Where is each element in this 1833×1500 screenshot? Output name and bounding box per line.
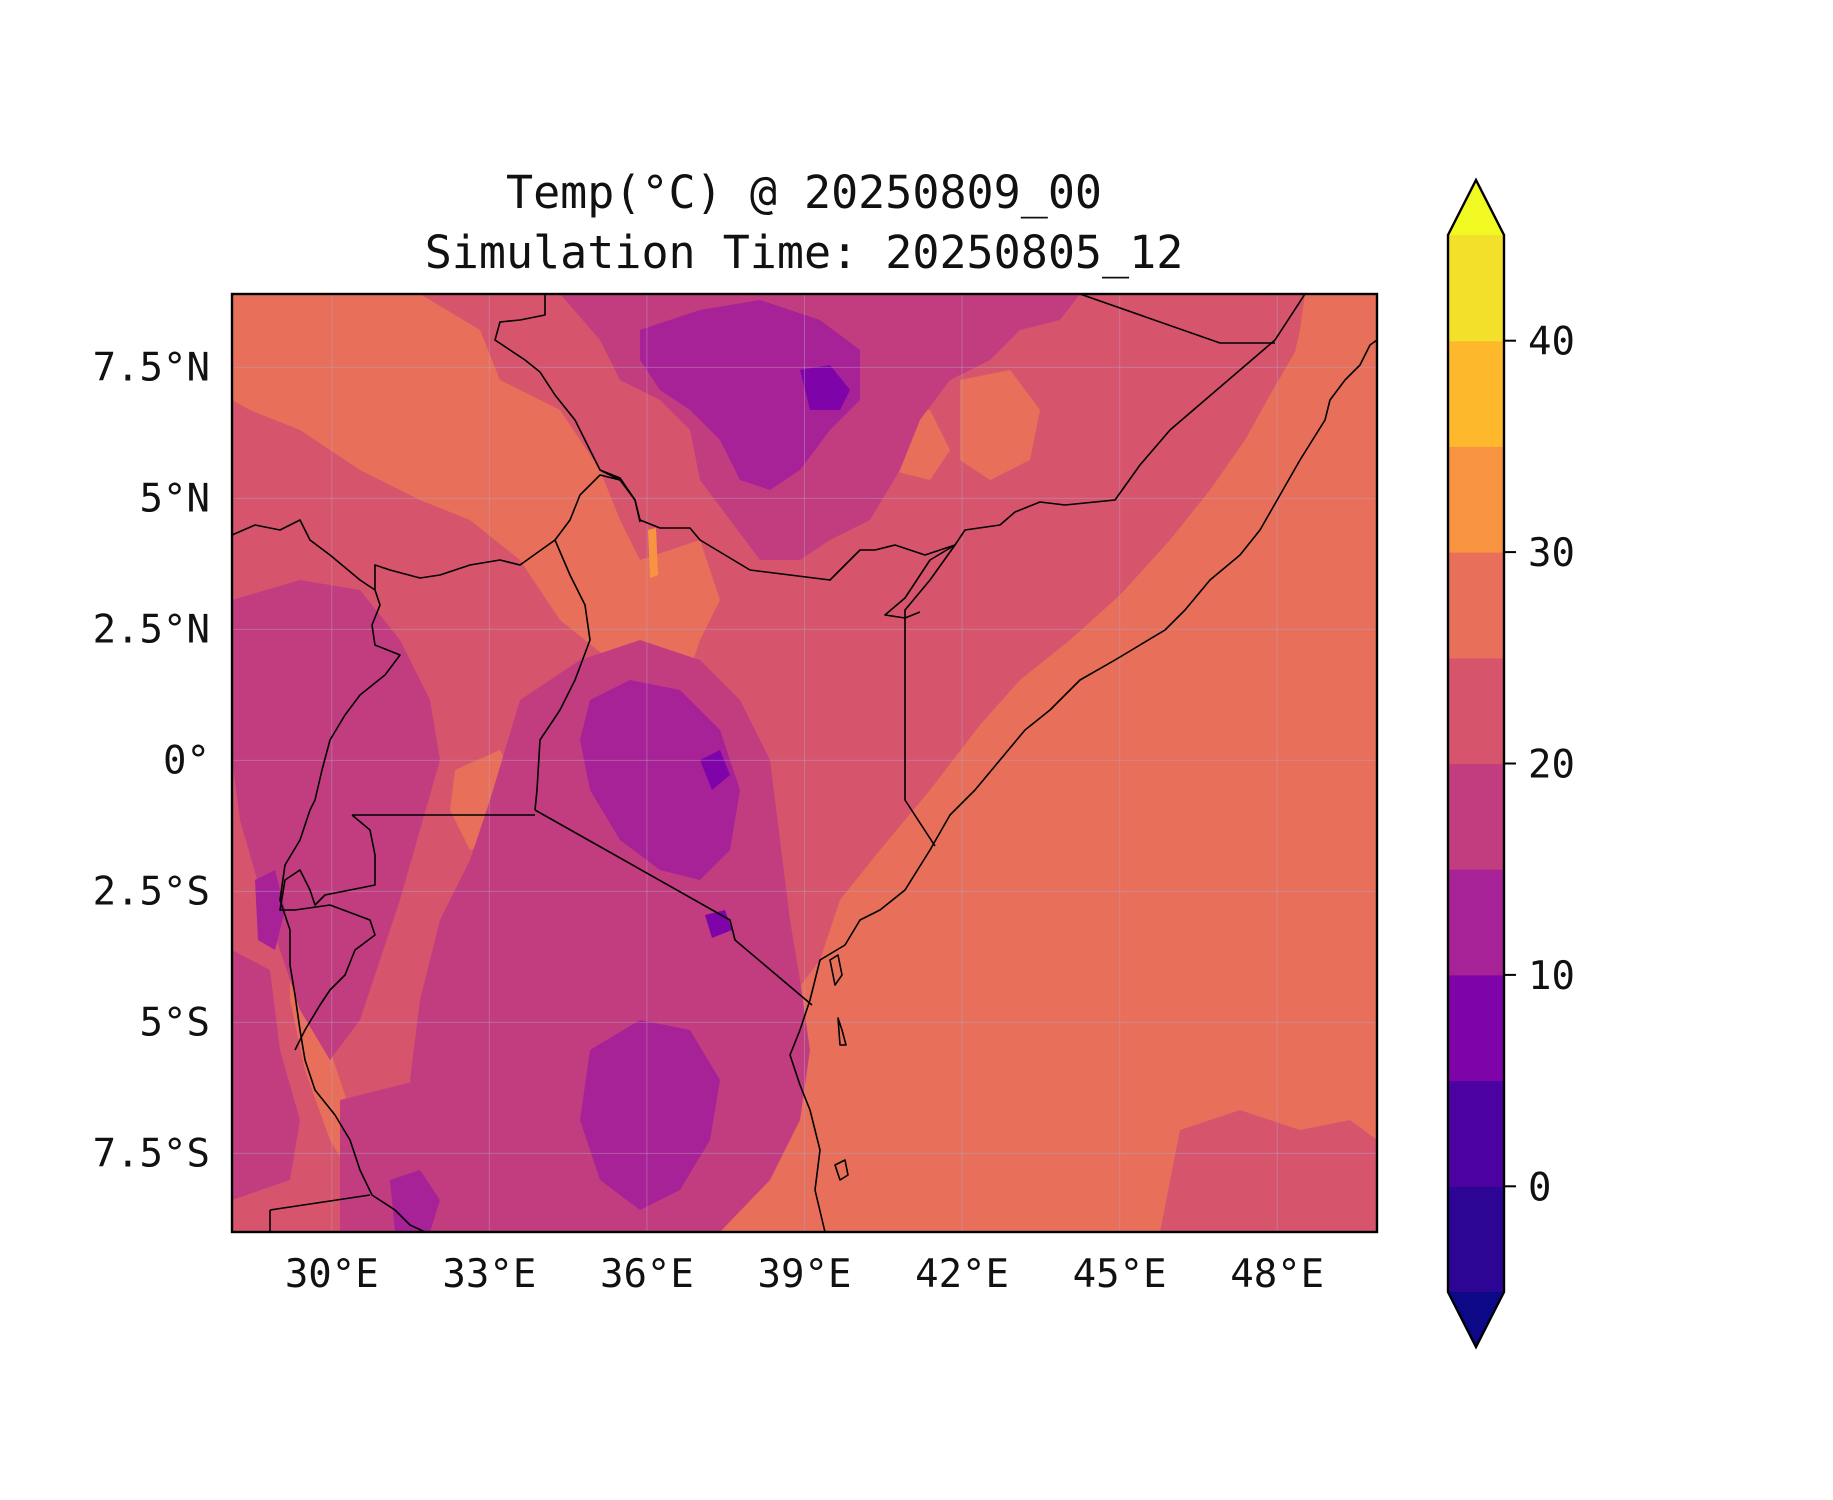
lon-tick-label: 39°E bbox=[758, 1252, 852, 1297]
lat-tick-label: 7.5°S bbox=[93, 1131, 210, 1176]
lat-tick-label: 0° bbox=[163, 738, 210, 783]
temp-region-kenya-coldest bbox=[700, 750, 730, 790]
coast-zanzibar bbox=[837, 1017, 847, 1046]
colorbar-segment bbox=[1448, 235, 1504, 342]
coastline-east-africa bbox=[789, 339, 1377, 1232]
map-frame bbox=[230, 292, 1379, 1234]
lat-tick-label: 2.5°S bbox=[93, 869, 210, 914]
lon-tick-label: 45°E bbox=[1073, 1252, 1167, 1297]
temp-region-south-west bbox=[232, 950, 300, 1200]
colorbar: 0 10 20 30 40 bbox=[1446, 177, 1575, 1350]
lat-tick-label: 5°S bbox=[140, 1000, 210, 1045]
country-borders bbox=[232, 294, 1377, 1232]
colorbar-tick-label: 30 bbox=[1528, 531, 1575, 576]
border-uganda-drc bbox=[309, 589, 401, 811]
lon-tick-label: 42°E bbox=[915, 1252, 1009, 1297]
colorbar-segment bbox=[1448, 340, 1504, 447]
border-south-sudan-drc bbox=[232, 519, 376, 591]
border-somalia-ethiopia bbox=[884, 294, 1306, 619]
map-title-line2: Simulation Time: 20250805_12 bbox=[425, 226, 1184, 279]
lon-tick-label: 30°E bbox=[285, 1252, 379, 1297]
lat-tick-label: 7.5°N bbox=[93, 345, 210, 390]
colorbar-tick-label: 10 bbox=[1528, 954, 1575, 999]
colorbar-tick-label: 0 bbox=[1528, 1165, 1551, 1210]
lon-tick-label: 33°E bbox=[442, 1252, 536, 1297]
border-kenya-tanzania bbox=[534, 809, 813, 1006]
border-kenya-uganda bbox=[534, 539, 591, 811]
temp-region-kenya-highlands bbox=[580, 680, 740, 880]
lat-tick-label: 5°N bbox=[140, 476, 210, 521]
temp-region-tanzania-highlands bbox=[580, 1020, 720, 1210]
colorbar-segment bbox=[1448, 974, 1504, 1082]
temp-region-simien-coldest bbox=[800, 365, 850, 410]
border-kenya-ethiopia bbox=[554, 474, 956, 581]
colorbar-segment bbox=[1448, 1186, 1504, 1293]
border-burundi-tanzania bbox=[294, 904, 376, 1051]
border-ethiopia-north-east bbox=[1079, 294, 1275, 344]
colorbar-segment bbox=[1448, 552, 1504, 659]
border-rwanda-burundi bbox=[279, 814, 376, 911]
border-south-sudan-north bbox=[494, 294, 641, 523]
temp-region-west-top-warm bbox=[232, 294, 380, 380]
coast-pemba bbox=[829, 954, 843, 986]
colorbar-outline bbox=[1446, 177, 1506, 1350]
map-title-line1: Temp(°C) @ 20250809_00 bbox=[506, 166, 1102, 219]
colorbar-under-arrow bbox=[1448, 1292, 1504, 1347]
border-tanzania-zambia bbox=[269, 1194, 371, 1211]
lon-tick-label: 36°E bbox=[600, 1252, 694, 1297]
border-drc-tanzania-lake bbox=[279, 809, 426, 1232]
border-kenya-somalia bbox=[904, 544, 956, 847]
temp-region-south-plateau bbox=[340, 1080, 520, 1232]
border-uganda-south-sudan bbox=[374, 539, 556, 590]
lat-tick-label: 2.5°N bbox=[93, 607, 210, 652]
colorbar-segment bbox=[1448, 657, 1504, 764]
temp-region-south-sudan-warm bbox=[232, 294, 720, 720]
temp-region-south-east-inland bbox=[1160, 1110, 1377, 1232]
colorbar-over-arrow bbox=[1448, 180, 1504, 235]
colorbar-tick-label: 40 bbox=[1528, 320, 1575, 365]
border-ethiopia-south-sudan bbox=[599, 469, 621, 481]
map-gridlines bbox=[232, 294, 1377, 1232]
temp-region-turkana-hot bbox=[648, 528, 658, 578]
temp-region-rift-west bbox=[255, 870, 285, 950]
colorbar-tick-label: 20 bbox=[1528, 743, 1575, 788]
colorbar-segment bbox=[1448, 763, 1504, 870]
colorbar-segment bbox=[1448, 1080, 1504, 1187]
lon-tick-labels: 30°E 33°E 36°E 39°E 42°E 45°E 48°E bbox=[285, 1252, 1324, 1297]
lat-tick-labels: 7.5°N 5°N 2.5°N 0° 2.5°S 5°S 7.5°S bbox=[93, 345, 210, 1176]
colorbar-segment bbox=[1448, 869, 1504, 976]
lon-tick-label: 48°E bbox=[1230, 1252, 1324, 1297]
colorbar-segment bbox=[1448, 446, 1504, 553]
map-panel bbox=[232, 294, 1377, 1232]
temp-region-west-highlands bbox=[232, 580, 440, 1060]
temp-region-ethiopia-core bbox=[640, 300, 860, 490]
coast-mafia bbox=[834, 1159, 849, 1181]
temp-region-east-ethiopia-warm bbox=[960, 370, 1040, 480]
